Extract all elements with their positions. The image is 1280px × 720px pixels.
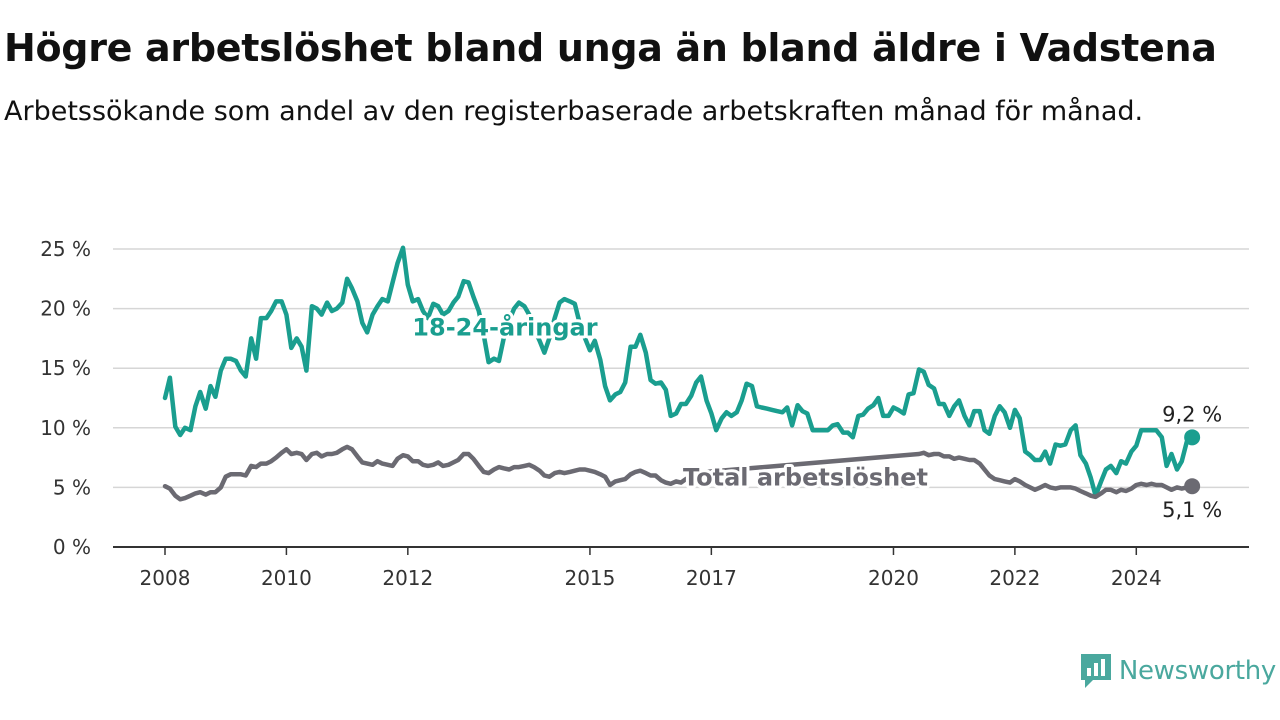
x-tick-label: 2012 <box>382 566 433 590</box>
gridlines <box>113 248 1249 548</box>
x-tick-label: 2015 <box>564 566 615 590</box>
y-tick-label: 0 % <box>53 535 91 559</box>
x-tick-label: 2020 <box>868 566 919 590</box>
y-tick-label: 25 % <box>40 237 91 261</box>
y-tick-label: 5 % <box>53 475 91 499</box>
y-axis-ticks: 0 % 5 % 10 % 15 % 20 % 25 % <box>40 237 91 559</box>
x-tick-label: 2022 <box>989 566 1040 590</box>
series-line-unga <box>162 245 1195 498</box>
series-end-label: 9,2 % <box>1162 402 1222 426</box>
brand-name: Newsworthy <box>1118 656 1276 686</box>
x-axis-ticks: 2008 2010 2012 2015 2017 2020 2022 2024 <box>140 547 1162 590</box>
series-lines <box>162 245 1201 502</box>
series-name-label: Total arbetslöshet <box>683 464 928 492</box>
series-line-total <box>162 444 1195 502</box>
series-name-label: 18-24-åringar <box>412 312 597 341</box>
series-end-dot <box>1184 429 1201 446</box>
x-tick-label: 2024 <box>1111 566 1162 590</box>
y-tick-label: 20 % <box>40 297 91 321</box>
chart-subtitle: Arbetssökande som andel av den registerb… <box>4 96 1144 127</box>
series-end-label: 5,1 % <box>1162 498 1222 522</box>
newsworthy-logo-icon <box>1080 654 1111 688</box>
y-tick-label: 15 % <box>40 356 91 380</box>
x-tick-label: 2008 <box>140 566 191 590</box>
x-tick-label: 2010 <box>261 566 312 590</box>
y-tick-label: 10 % <box>40 416 91 440</box>
newsworthy-brand: Newsworthy <box>1079 652 1276 690</box>
chart-title: Högre arbetslöshet bland unga än bland ä… <box>4 26 1217 70</box>
x-tick-label: 2017 <box>686 566 737 590</box>
series-labels: 9,2 % 5,1 % 18-24-åringar Total arbetslöshe… <box>409 309 1222 522</box>
series-end-dot <box>1184 478 1201 495</box>
